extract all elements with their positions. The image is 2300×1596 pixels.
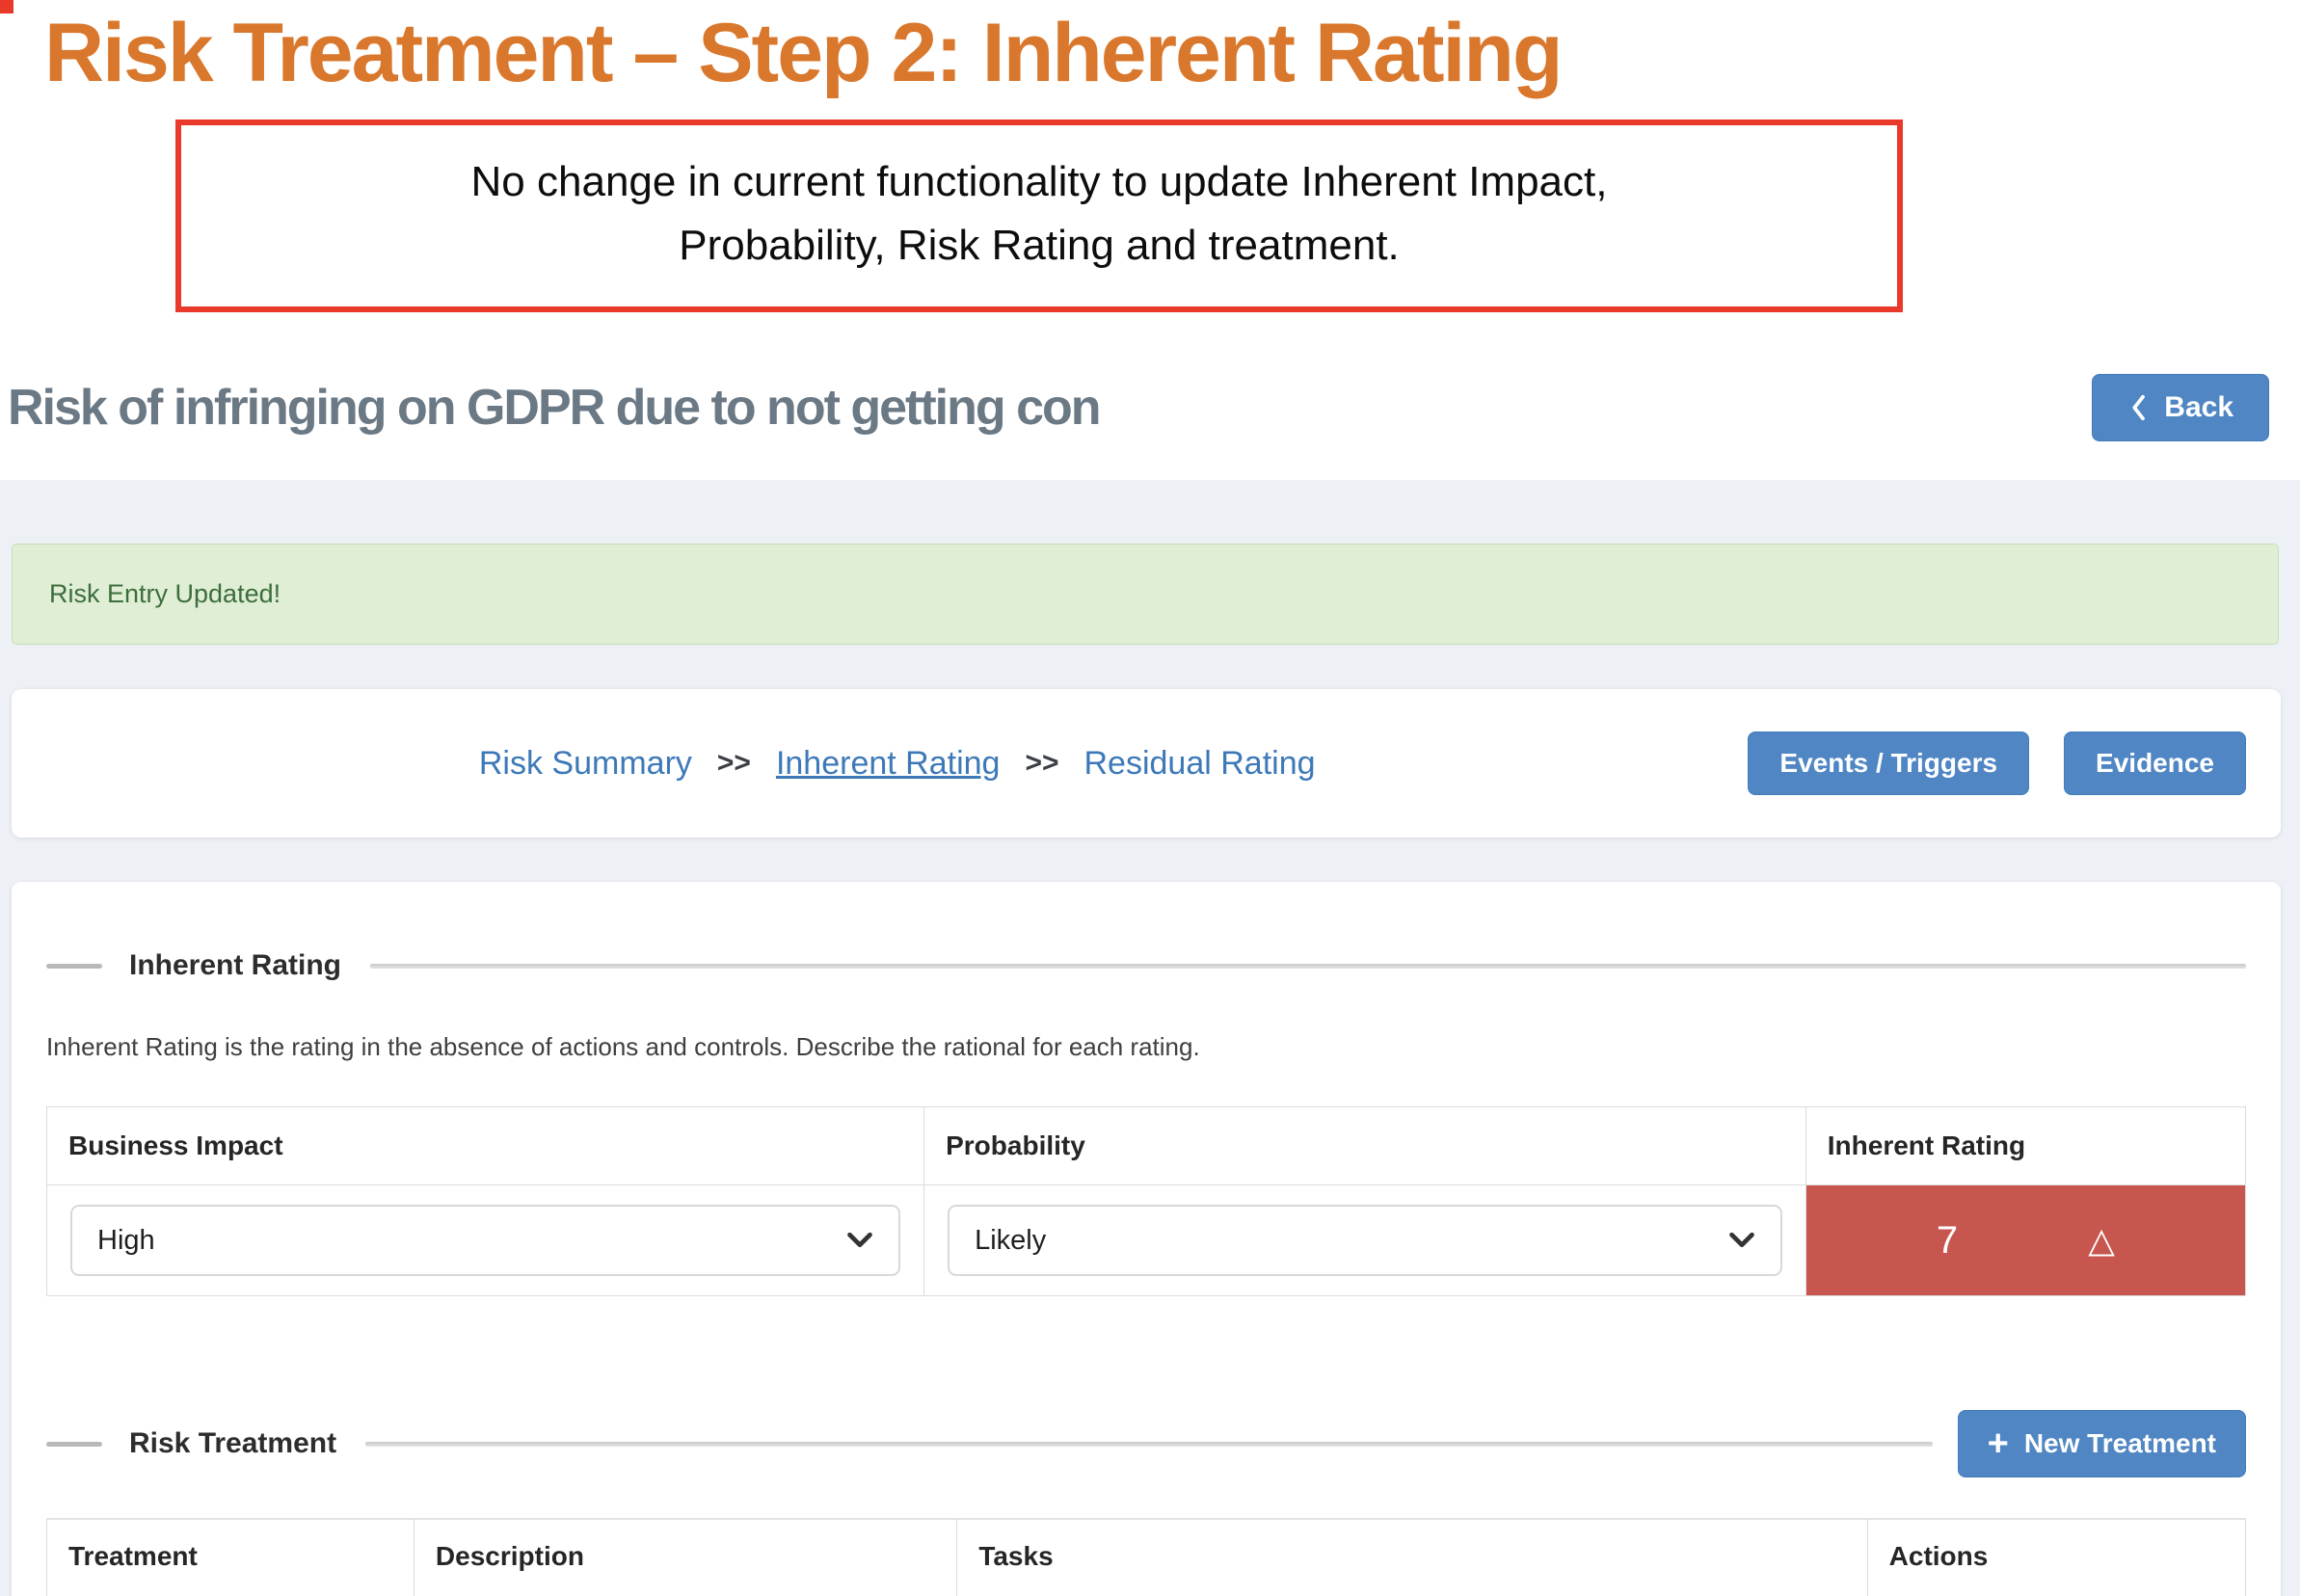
breadcrumb-inherent-rating[interactable]: Inherent Rating (775, 744, 1001, 782)
breadcrumb-separator: >> (1025, 747, 1059, 780)
back-button[interactable]: Back (2092, 374, 2269, 442)
column-header-business-impact: Business Impact (45, 1106, 925, 1186)
note-line-2: Probability, Risk Rating and treatment. (679, 222, 1400, 270)
inherent-rating-table: Business Impact Probability Inherent Rat… (45, 1106, 2247, 1297)
section-dash (46, 1441, 102, 1447)
section-dash (46, 963, 102, 969)
section-rule (370, 963, 2246, 969)
page-heading-row: Risk of infringing on GDPR due to not ge… (0, 374, 2300, 442)
annotation-note-box: No change in current functionality to up… (175, 120, 1903, 313)
app-background: Risk Entry Updated! Risk Summary >> Inhe… (0, 480, 2300, 1596)
inherent-rating-section-title: Inherent Rating (129, 949, 342, 982)
chevron-down-icon (846, 1225, 873, 1257)
note-line-1: No change in current functionality to up… (470, 158, 1608, 206)
business-impact-value: High (97, 1224, 155, 1256)
column-header-actions: Actions (1866, 1518, 2247, 1596)
evidence-button[interactable]: Evidence (2064, 732, 2246, 796)
back-button-label: Back (2164, 391, 2233, 424)
probability-cell: Likely (923, 1184, 1806, 1297)
breadcrumb-risk-summary[interactable]: Risk Summary (478, 744, 692, 782)
column-header-inherent-rating: Inherent Rating (1805, 1106, 2247, 1186)
inherent-rating-section-header: Inherent Rating (46, 949, 2246, 982)
corner-red-mark (0, 0, 13, 13)
inherent-rating-card: Inherent Rating Inherent Rating is the r… (12, 882, 2281, 1596)
column-header-tasks: Tasks (956, 1518, 1868, 1596)
success-alert: Risk Entry Updated! (12, 544, 2279, 646)
risk-treatment-section-title: Risk Treatment (129, 1427, 337, 1460)
inherent-rating-cell: 7 (1805, 1184, 2247, 1297)
risk-treatment-table: Treatment Description Tasks Actions (46, 1518, 2247, 1596)
table-row: High Likely 7 (45, 1184, 2247, 1297)
breadcrumb-card: Risk Summary >> Inherent Rating >> Resid… (12, 689, 2281, 838)
new-treatment-button-label: New Treatment (2023, 1428, 2216, 1459)
inherent-rating-badge[interactable]: 7 (1805, 1185, 2245, 1296)
column-header-treatment: Treatment (46, 1518, 415, 1596)
section-rule (365, 1441, 1933, 1447)
table-header-row: Business Impact Probability Inherent Rat… (45, 1106, 2247, 1186)
column-header-description: Description (413, 1518, 958, 1596)
inherent-rating-description: Inherent Rating is the rating in the abs… (46, 1032, 1200, 1062)
business-impact-cell: High (45, 1184, 925, 1297)
probability-select[interactable]: Likely (948, 1205, 1782, 1277)
breadcrumb-separator: >> (716, 747, 751, 780)
plus-icon (1988, 1425, 2009, 1462)
chevron-left-icon (2127, 393, 2149, 422)
header-actions: Events / Triggers Evidence (1748, 732, 2246, 796)
table-header-row: Treatment Description Tasks Actions (46, 1518, 2247, 1596)
triangle-up-icon (2088, 1221, 2115, 1261)
events-triggers-button[interactable]: Events / Triggers (1748, 732, 2030, 796)
risk-treatment-section-header: Risk Treatment New Treatment (46, 1410, 2246, 1478)
page-title-clip: Risk of infringing on GDPR due to not ge… (8, 379, 1182, 437)
breadcrumb-residual-rating[interactable]: Residual Rating (1083, 744, 1316, 782)
business-impact-select[interactable]: High (70, 1205, 901, 1277)
success-alert-text: Risk Entry Updated! (49, 579, 281, 609)
slide-title: Risk Treatment – Step 2: Inherent Rating (44, 7, 1563, 99)
new-treatment-button[interactable]: New Treatment (1957, 1410, 2246, 1478)
probability-value: Likely (975, 1224, 1047, 1256)
chevron-down-icon (1728, 1225, 1755, 1257)
page-title: Risk of infringing on GDPR due to not ge… (8, 380, 1102, 437)
inherent-rating-value: 7 (1936, 1218, 1959, 1262)
column-header-probability: Probability (923, 1106, 1806, 1186)
breadcrumb: Risk Summary >> Inherent Rating >> Resid… (46, 745, 1748, 783)
